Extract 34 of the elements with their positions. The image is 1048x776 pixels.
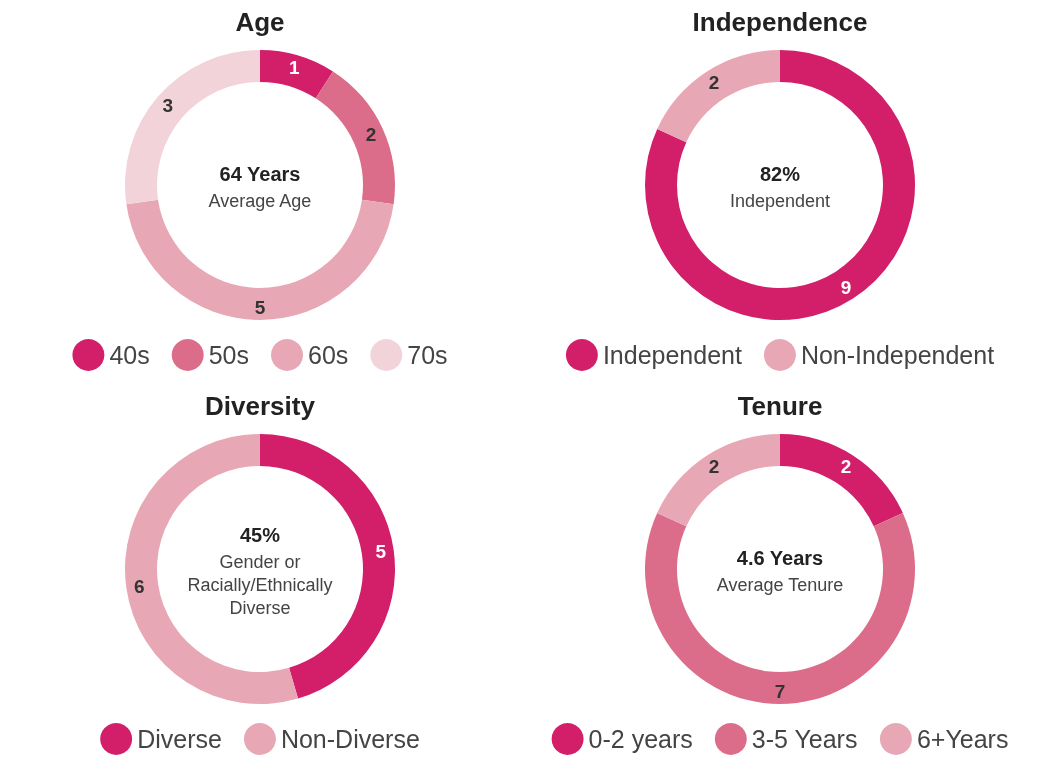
data-label: 2: [708, 71, 720, 93]
legend-label: 60s: [308, 341, 349, 369]
text: Gender or Racially/Ethnically Diverse: [186, 550, 334, 620]
legend-label: Independent: [602, 341, 742, 369]
text: 45%: [239, 522, 281, 548]
data-label: 6: [133, 575, 145, 597]
text: Independent: [728, 189, 832, 213]
legend-label: Non-Independent: [800, 341, 995, 369]
data-label: 2: [840, 455, 852, 477]
data-label: 7: [774, 680, 786, 702]
legend-label: 6+Years: [916, 725, 1009, 753]
data-label: 5: [375, 541, 387, 563]
data-label: 1: [289, 57, 301, 79]
data-label: 2: [365, 123, 377, 145]
legend-label: Diverse: [137, 725, 222, 753]
legend-label: 50s: [208, 341, 249, 369]
chart-title: Diversity: [205, 391, 316, 421]
data-label: 3: [162, 94, 174, 116]
chart-title: Age: [235, 7, 285, 37]
text: 4.6 Years: [735, 545, 825, 571]
legend-label: 0-2 years: [588, 725, 693, 753]
legend-label: 40s: [109, 341, 150, 369]
data-label: 5: [254, 296, 266, 318]
data-label: 9: [840, 277, 852, 299]
legend-label: Non-Diverse: [280, 725, 420, 753]
chart-title: Independence: [692, 7, 868, 37]
text: 64 Years: [218, 161, 302, 187]
text: Average Tenure: [715, 573, 845, 597]
text: 82%: [759, 161, 801, 187]
legend-label: 3-5 Years: [751, 725, 858, 753]
chart-title: Tenure: [737, 391, 823, 421]
text: Average Age: [207, 189, 313, 213]
legend-label: 70s: [407, 341, 448, 369]
data-label: 2: [708, 455, 720, 477]
